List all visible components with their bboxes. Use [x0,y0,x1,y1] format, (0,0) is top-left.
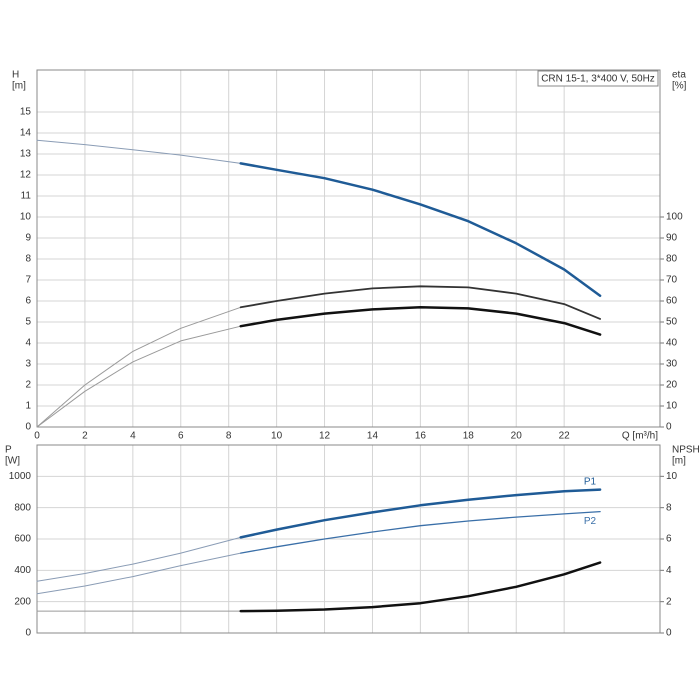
plot-area [37,70,660,427]
y-axis-label: P [5,445,12,456]
y2-tick-label: 40 [666,338,678,349]
y-tick-label: 800 [14,502,31,513]
x-tick-label: 12 [319,431,331,442]
curve [239,162,602,298]
curve [239,285,601,320]
y2-tick-label: 10 [666,471,678,482]
x-tick-label: 18 [463,431,475,442]
y-tick-label: 2 [25,380,31,391]
y2-tick-label: 70 [666,275,678,286]
y-tick-label: 1000 [9,471,32,482]
y-axis-label: [W] [5,456,20,467]
y2-tick-label: 50 [666,317,678,328]
x-tick-label: 14 [367,431,379,442]
y2-tick-label: 8 [666,502,672,513]
y2-tick-label: 60 [666,296,678,307]
y2-tick-label: 6 [666,534,672,545]
annotation-box: CRN 15-1, 3*400 V, 50Hz [537,70,659,87]
y2-axis-label: NPSH [672,445,700,456]
y-tick-label: 3 [25,359,31,370]
y2-tick-label: 0 [666,422,672,433]
y-tick-label: 200 [14,596,31,607]
x-tick-label: 0 [34,431,40,442]
curve [36,139,242,164]
y2-axis-label: [m] [672,456,686,467]
plot-frame [36,69,661,428]
x-tick-label: 22 [559,431,571,442]
x-tick-label: 2 [82,431,88,442]
y2-tick-label: 2 [666,596,672,607]
y-tick-label: 12 [20,170,32,181]
curve [239,488,602,539]
x-tick-label: 6 [178,431,184,442]
y2-tick-label: 30 [666,359,678,370]
x-tick-label: 20 [511,431,523,442]
y-tick-label: 13 [20,149,32,160]
annotation-frame [537,70,659,87]
y-tick-label: 0 [25,422,31,433]
y-tick-label: 11 [21,191,32,202]
x-tick-label: 16 [415,431,427,442]
curve [36,536,242,582]
y-tick-label: 400 [14,565,31,576]
y-tick-label: 6 [25,296,31,307]
y-tick-label: 600 [14,534,31,545]
plot-frame [36,444,661,634]
y-axis-label: [m] [12,81,26,92]
series-label: P2 [584,516,597,527]
y2-tick-label: 10 [666,401,678,412]
y-tick-label: 7 [25,275,31,286]
y2-tick-label: 80 [666,254,678,265]
y-tick-label: 9 [25,233,31,244]
y2-tick-label: 100 [666,212,683,223]
y-axis-label: H [12,70,19,81]
curve [240,510,601,554]
y2-tick-label: 90 [666,233,678,244]
y-tick-label: 1 [25,401,31,412]
x-axis-label: Q [m³/h] [622,431,658,442]
curve [36,552,242,595]
x-tick-label: 10 [271,431,283,442]
y2-tick-label: 4 [666,565,672,576]
y-tick-label: 15 [20,107,32,118]
y-tick-label: 4 [25,338,31,349]
y2-tick-label: 0 [666,628,672,639]
y-tick-label: 8 [25,254,31,265]
y-tick-label: 5 [25,317,31,328]
y-tick-label: 0 [25,628,31,639]
x-tick-label: 8 [226,431,232,442]
y2-axis-label: eta [672,70,686,81]
y-tick-label: 10 [20,212,32,223]
curve [36,325,242,428]
annotation: CRN 15-1, 3*400 V, 50Hz [541,74,655,85]
x-tick-label: 4 [130,431,136,442]
curve [36,306,242,428]
curve [239,561,602,613]
y2-axis-label: [%] [672,81,687,92]
curve [239,306,602,336]
y-tick-label: 14 [20,128,32,139]
series-label: P1 [584,476,597,487]
y2-tick-label: 20 [666,380,678,391]
